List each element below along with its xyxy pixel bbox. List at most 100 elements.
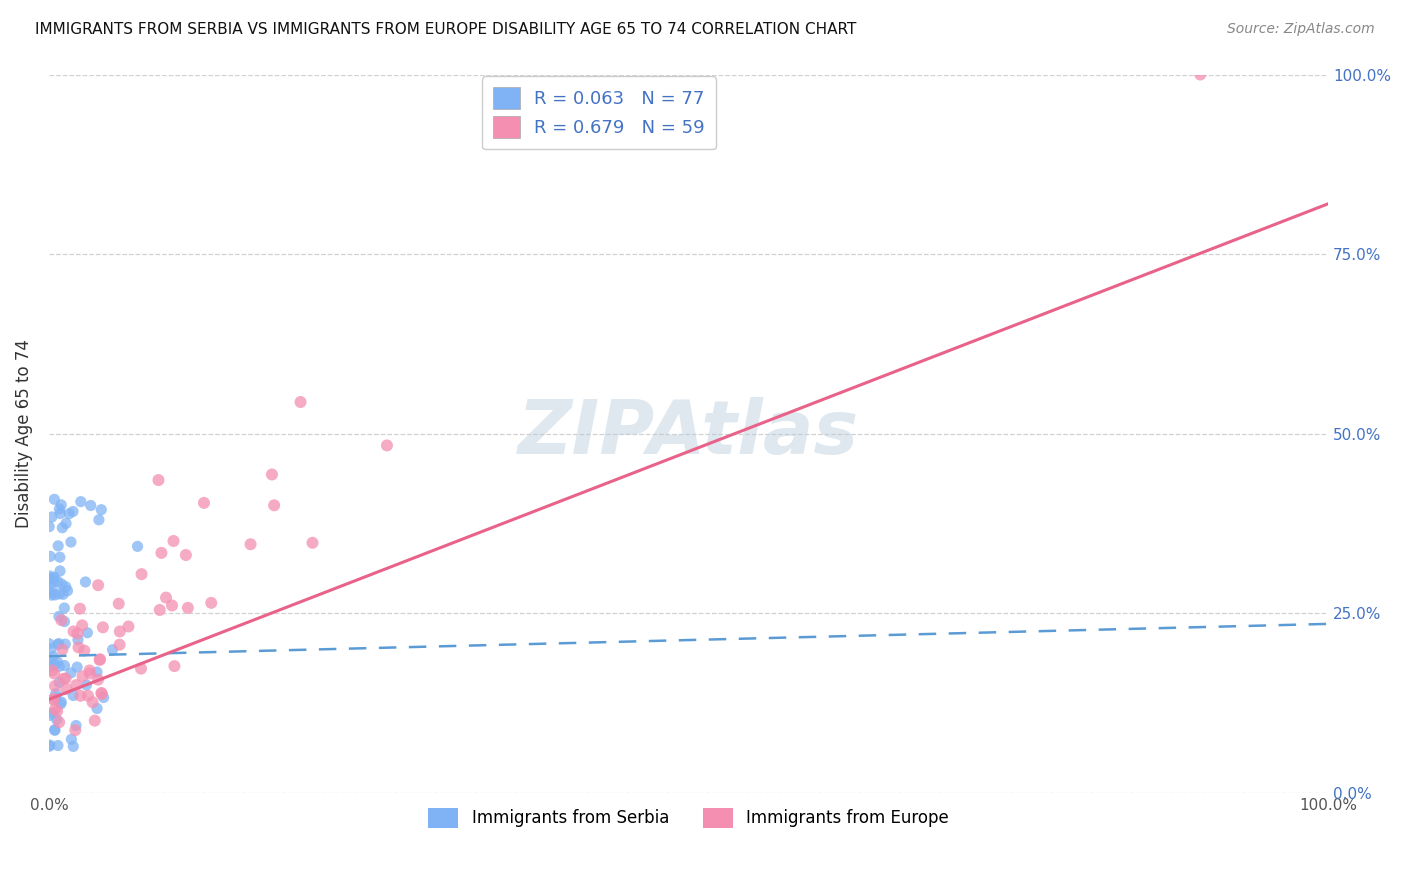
Point <box>42 572 65 586</box>
Point <box>73 643 96 657</box>
Point <box>46 655 69 669</box>
Point <box>149 603 172 617</box>
Point <box>87 513 110 527</box>
Y-axis label: Disability Age 65 to 74: Disability Age 65 to 74 <box>15 339 32 528</box>
Point <box>46 637 69 651</box>
Point <box>65 718 87 732</box>
Point <box>39 642 62 657</box>
Point <box>38 739 60 754</box>
Point <box>49 697 72 711</box>
Point <box>51 577 73 591</box>
Point <box>38 569 60 583</box>
Point <box>39 585 62 599</box>
Point <box>150 546 173 560</box>
Point <box>82 695 104 709</box>
Point <box>42 692 65 706</box>
Point <box>90 502 112 516</box>
Point <box>101 642 124 657</box>
Point <box>46 574 69 589</box>
Point <box>60 732 83 747</box>
Point <box>1189 68 1212 82</box>
Point <box>86 701 108 715</box>
Point <box>53 658 76 673</box>
Legend: Immigrants from Serbia, Immigrants from Europe: Immigrants from Serbia, Immigrants from … <box>422 801 955 835</box>
Point <box>66 660 89 674</box>
Point <box>44 723 66 737</box>
Point <box>91 620 114 634</box>
Point <box>80 499 103 513</box>
Point <box>59 665 82 680</box>
Point <box>42 649 65 664</box>
Point <box>77 689 100 703</box>
Point <box>117 619 139 633</box>
Point <box>193 496 215 510</box>
Point <box>48 715 70 730</box>
Point <box>48 587 70 601</box>
Point <box>38 572 60 586</box>
Point <box>162 533 184 548</box>
Point <box>70 618 93 632</box>
Point <box>45 690 67 705</box>
Point <box>51 642 73 657</box>
Point <box>69 601 91 615</box>
Point <box>46 739 69 753</box>
Point <box>62 504 84 518</box>
Point <box>148 473 170 487</box>
Point <box>290 395 312 409</box>
Point <box>83 714 105 728</box>
Point <box>200 596 222 610</box>
Point <box>44 666 66 681</box>
Point <box>160 599 183 613</box>
Point <box>45 687 67 701</box>
Point <box>42 692 65 706</box>
Point <box>48 675 70 690</box>
Point <box>41 588 63 602</box>
Point <box>44 702 66 716</box>
Point <box>41 575 63 590</box>
Point <box>39 655 62 669</box>
Point <box>49 564 72 578</box>
Text: Source: ZipAtlas.com: Source: ZipAtlas.com <box>1227 22 1375 37</box>
Point <box>38 637 60 651</box>
Point <box>44 588 66 602</box>
Point <box>45 713 67 727</box>
Point <box>87 578 110 592</box>
Point <box>65 723 87 738</box>
Point <box>53 637 76 651</box>
Point <box>75 678 97 692</box>
Point <box>89 652 111 666</box>
Point <box>129 662 152 676</box>
Point <box>127 540 149 554</box>
Point <box>55 516 77 531</box>
Point <box>41 706 63 720</box>
Point <box>59 535 82 549</box>
Point <box>66 632 89 647</box>
Point <box>48 609 70 624</box>
Point <box>62 739 84 754</box>
Point <box>260 467 283 482</box>
Point <box>55 681 77 696</box>
Point <box>163 659 186 673</box>
Point <box>67 640 90 655</box>
Point <box>90 686 112 700</box>
Point <box>39 549 62 564</box>
Point <box>62 689 84 703</box>
Point <box>41 582 63 596</box>
Point <box>51 521 73 535</box>
Point <box>53 615 76 629</box>
Point <box>38 519 60 533</box>
Point <box>51 695 73 709</box>
Point <box>51 498 73 512</box>
Point <box>76 625 98 640</box>
Point <box>79 666 101 681</box>
Point <box>263 498 285 512</box>
Point <box>174 548 197 562</box>
Point <box>41 510 63 524</box>
Point <box>239 537 262 551</box>
Point <box>108 638 131 652</box>
Point <box>44 657 66 672</box>
Point <box>38 708 60 723</box>
Point <box>55 672 77 686</box>
Point <box>69 494 91 508</box>
Point <box>48 502 70 516</box>
